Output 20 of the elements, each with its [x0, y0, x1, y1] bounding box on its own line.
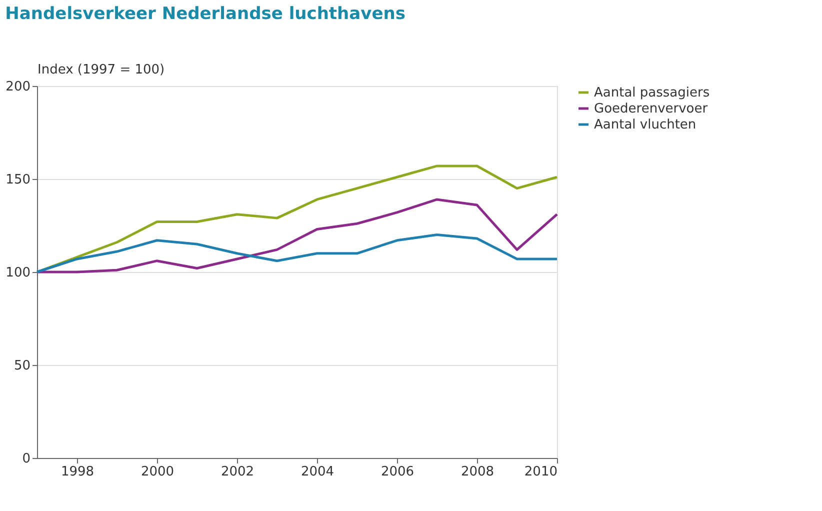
chart-title: Handelsverkeer Nederlandse luchthavens [5, 4, 406, 24]
legend-label: Aantal vluchten [594, 118, 696, 132]
legend-label: Goederenvervoer [594, 102, 708, 116]
line-series [36, 164, 558, 274]
x-tick-label: 2000 [140, 464, 174, 480]
x-tick-label: 2010 [524, 464, 558, 480]
x-tick-label: 2004 [300, 464, 334, 480]
line-series [36, 198, 558, 274]
y-tick-label: 150 [6, 172, 30, 188]
x-tick-label: 1998 [60, 464, 94, 480]
x-tick-label: 2008 [460, 464, 494, 480]
y-tick-label: 100 [6, 266, 30, 280]
x-tick-label: 2002 [220, 464, 254, 480]
y-tick-label: 50 [14, 358, 30, 374]
y-axis-title: Index (1997 = 100) [38, 62, 165, 78]
line-series [36, 234, 558, 274]
x-tick-label: 2006 [380, 464, 414, 480]
y-tick-label: 0 [22, 452, 30, 466]
legend-label: Aantal passagiers [594, 86, 710, 100]
y-tick-label: 200 [6, 80, 30, 94]
